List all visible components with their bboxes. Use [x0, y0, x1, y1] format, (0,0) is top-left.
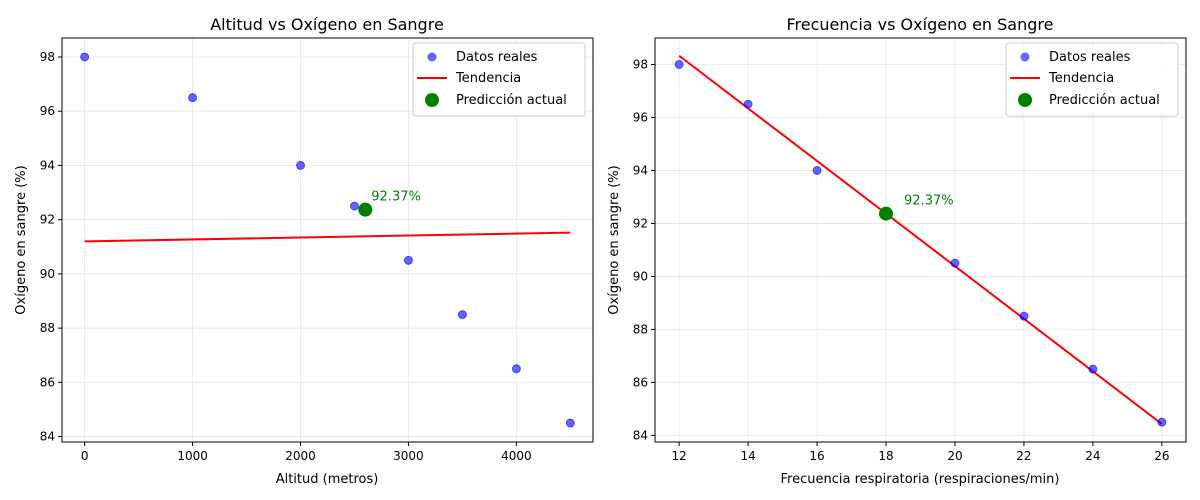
y-tick-label: 96 [40, 104, 55, 118]
y-tick-label: 86 [633, 375, 648, 389]
ticks: 12 14 16 18 20 22 24 26 84 86 88 90 92 94 96 98 [633, 57, 1170, 463]
trend-layer [84, 231, 571, 243]
legend: Datos reales Tendencia Predicción actual [1005, 42, 1179, 117]
prediction-point [879, 206, 894, 221]
data-point [188, 93, 198, 103]
legend: Datos reales Tendencia Predicción actual [412, 42, 586, 117]
points-layer [674, 59, 1167, 427]
y-tick-label: 90 [633, 269, 648, 283]
grid [62, 38, 593, 442]
data-point [403, 255, 413, 265]
y-tick-label: 84 [633, 428, 648, 442]
x-tick-label: 22 [1016, 449, 1031, 463]
prediction-annotation: 92.37% [371, 190, 421, 205]
y-tick-label: 96 [633, 110, 648, 124]
legend-prediction-label: Predicción actual [1049, 93, 1160, 108]
points-layer [80, 52, 575, 428]
prediction-point [358, 202, 373, 217]
x-tick-label: 24 [1085, 449, 1100, 463]
data-point [457, 310, 467, 320]
x-tick-label: 3000 [393, 449, 424, 463]
data-point [812, 165, 822, 175]
y-tick-label: 90 [40, 267, 55, 281]
ticks: 0 1000 2000 3000 4000 84 86 88 90 92 94 96 98 [40, 50, 532, 463]
prediction-layer [879, 206, 894, 221]
trend-line [678, 54, 1163, 425]
x-tick-label: 26 [1154, 449, 1169, 463]
chart-altitude: Altitud vs Oxígeno en Sangre Altitud (me… [14, 15, 594, 487]
y-tick-label: 92 [633, 216, 648, 230]
chart-title: Altitud vs Oxígeno en Sangre [210, 15, 444, 34]
data-point [565, 418, 575, 428]
y-tick-label: 98 [633, 57, 648, 71]
grid [655, 38, 1186, 442]
data-point [349, 201, 359, 211]
data-point [511, 364, 521, 374]
y-tick-label: 84 [40, 430, 55, 444]
legend-prediction-marker [1018, 93, 1032, 107]
legend-box [412, 42, 586, 117]
trend-line [84, 231, 571, 243]
legend-points-label: Datos reales [456, 50, 538, 65]
data-point [950, 258, 960, 268]
y-tick-label: 98 [40, 50, 55, 64]
legend-prediction-marker [425, 93, 439, 107]
data-point [743, 99, 753, 109]
plot-frame [61, 37, 594, 443]
data-point [80, 52, 90, 62]
y-axis-label: Oxígeno en sangre (%) [607, 165, 622, 314]
legend-points-label: Datos reales [1049, 50, 1131, 65]
x-axis-label: Altitud (metros) [276, 472, 379, 487]
x-tick-label: 1000 [177, 449, 208, 463]
y-tick-label: 94 [633, 163, 648, 177]
legend-points-marker [1020, 52, 1030, 62]
x-tick-label: 4000 [501, 449, 532, 463]
legend-trend-label: Tendencia [1048, 71, 1114, 86]
legend-prediction-label: Predicción actual [456, 93, 567, 108]
y-tick-label: 92 [40, 213, 55, 227]
data-point [296, 160, 306, 170]
trend-layer [678, 54, 1163, 425]
prediction-annotation: 92.37% [904, 194, 954, 209]
y-tick-label: 88 [40, 321, 55, 335]
x-tick-label: 18 [878, 449, 893, 463]
x-tick-label: 0 [81, 449, 89, 463]
y-tick-label: 88 [633, 322, 648, 336]
data-point [1088, 364, 1098, 374]
legend-box [1005, 42, 1179, 117]
data-point [674, 59, 684, 69]
x-tick-label: 12 [671, 449, 686, 463]
x-tick-label: 16 [809, 449, 824, 463]
legend-trend-label: Tendencia [455, 71, 521, 86]
plot-frame [654, 37, 1187, 443]
x-tick-label: 2000 [285, 449, 316, 463]
data-point [1157, 417, 1167, 427]
y-tick-label: 94 [40, 158, 55, 172]
chart-title: Frecuencia vs Oxígeno en Sangre [787, 15, 1054, 34]
prediction-layer [358, 202, 373, 217]
legend-points-marker [427, 52, 437, 62]
x-tick-label: 20 [947, 449, 962, 463]
data-point [1019, 311, 1029, 321]
y-axis-label: Oxígeno en sangre (%) [14, 165, 29, 314]
x-axis-label: Frecuencia respiratoria (respiraciones/m… [781, 472, 1060, 487]
x-tick-label: 14 [740, 449, 755, 463]
chart-frequency: Frecuencia vs Oxígeno en Sangre Frecuenc… [607, 15, 1187, 487]
y-tick-label: 86 [40, 375, 55, 389]
